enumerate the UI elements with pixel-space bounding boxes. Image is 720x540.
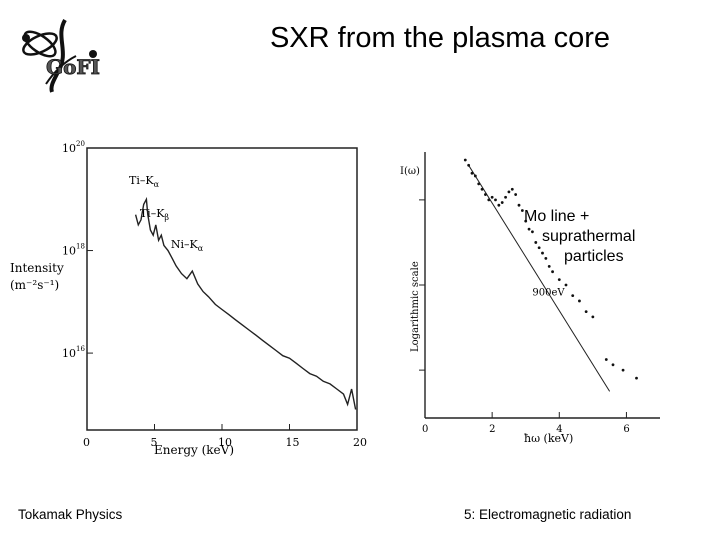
data-point <box>490 195 494 199</box>
data-point <box>520 209 524 212</box>
data-point <box>477 182 481 186</box>
data-point <box>500 201 504 204</box>
data-point <box>578 299 581 303</box>
x-tick-label: 4 <box>556 424 562 435</box>
data-point <box>611 363 615 367</box>
data-point <box>467 163 471 167</box>
y-axis-label: Intensity (m⁻²s⁻¹) <box>10 261 68 292</box>
data-point <box>537 246 541 250</box>
data-point <box>510 187 514 191</box>
x-tick-label: 20 <box>353 436 367 449</box>
footer-left: Tokamak Physics <box>18 507 123 522</box>
plot-frame <box>86 147 358 431</box>
data-point <box>514 193 518 196</box>
data-point <box>534 241 538 244</box>
data-point <box>497 203 501 207</box>
peak-label: Ti–Kα <box>129 174 160 189</box>
x-tick-label: 10 <box>218 436 232 449</box>
data-point <box>517 203 521 207</box>
peak-label: Ni–Kα <box>171 238 204 253</box>
data-point <box>584 310 588 313</box>
y-tick-label: 1018 <box>62 243 85 258</box>
institute-logo: GoFI <box>22 18 100 93</box>
footer-right: 5: Electromagnetic radiation <box>464 507 632 522</box>
data-point <box>470 171 474 175</box>
data-point <box>604 358 608 361</box>
x-tick-label: 15 <box>286 436 300 449</box>
sxr-spectrum-chart: 1020 1018 1016 0 5 10 15 20 Ti–Kα Ti–Kβ Ni–Kα En… <box>10 140 367 457</box>
data-point <box>551 270 554 274</box>
x-axis-label: ħω (keV) <box>524 432 573 445</box>
x-tick-label: 6 <box>623 424 629 435</box>
data-point <box>527 227 531 231</box>
data-point <box>487 198 491 202</box>
x-tick-label: 2 <box>489 424 495 435</box>
suprathermal-spectrum-chart: 0 2 4 6 900eV I(ω) Logarithmic scale ħω (ke… <box>400 152 660 445</box>
annotation-line-2: suprathermal <box>542 228 636 245</box>
data-point <box>507 190 511 194</box>
data-point <box>524 219 528 223</box>
logo-text: GoFI <box>46 55 100 79</box>
data-point <box>591 315 595 319</box>
annotation-line-1: Mo line + <box>524 208 590 225</box>
data-point <box>564 283 568 287</box>
data-point <box>463 158 467 162</box>
slide-title: SXR from the plasma core <box>269 22 611 54</box>
spectrum-series-line <box>134 196 357 410</box>
peak-label: Ti–Kβ <box>140 207 170 222</box>
y-axis-label: Logarithmic scale <box>410 261 421 352</box>
data-point <box>484 193 487 196</box>
data-point <box>544 257 548 260</box>
annotation-line-3: particles <box>564 248 624 265</box>
x-axis-label: Energy (keV) <box>154 443 234 457</box>
data-point <box>504 195 507 199</box>
x-tick-label: 0 <box>83 436 90 449</box>
x-tick-label: 0 <box>422 424 428 435</box>
fit-line <box>468 165 611 392</box>
fit-line-label: 900eV <box>532 288 565 299</box>
annotation-mo-line: Mo line + suprathermal particles <box>524 207 635 267</box>
data-point <box>635 376 638 380</box>
y-tick-label: 1020 <box>62 140 85 155</box>
data-point <box>541 251 544 255</box>
data-point <box>531 230 534 234</box>
data-point <box>547 264 551 268</box>
data-point <box>557 278 561 282</box>
data-point <box>480 187 484 191</box>
y-tick-label: 1016 <box>62 345 85 360</box>
data-point <box>473 174 477 178</box>
data-point <box>494 198 497 202</box>
data-point <box>621 368 625 372</box>
x-tick-label: 5 <box>151 436 158 449</box>
data-point <box>571 294 575 298</box>
y-axis-title: I(ω) <box>400 166 420 177</box>
